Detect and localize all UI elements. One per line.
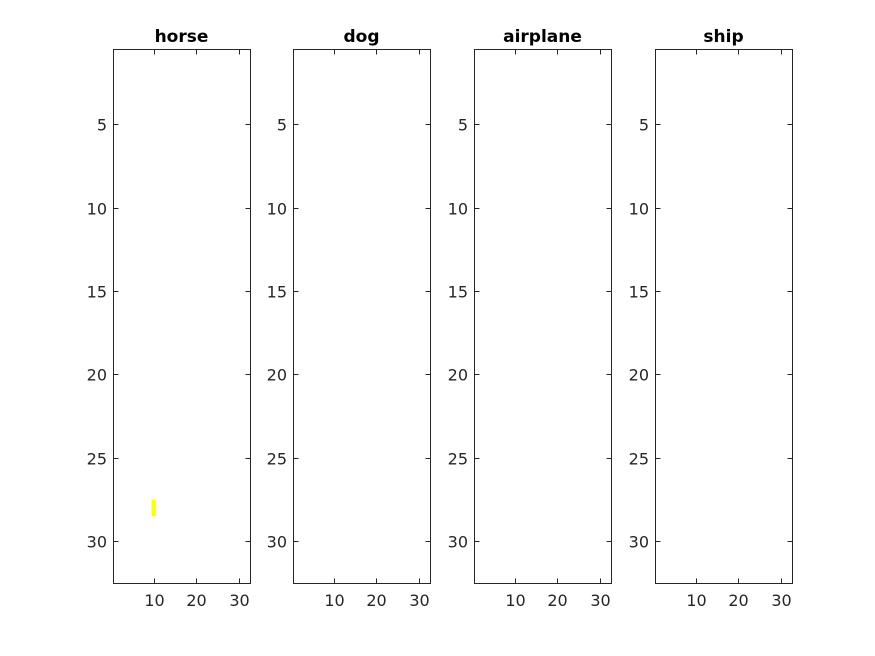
x-tick-label: 30 [771, 591, 791, 610]
subplot: horse 5 10 15 20 25 30 10 20 30 [87, 27, 251, 610]
y-tick-label: 10 [267, 200, 287, 219]
y-tick-label: 15 [87, 283, 107, 302]
x-tick-label: 30 [229, 591, 249, 610]
x-tick-label: 30 [409, 591, 429, 610]
y-tick-label: 15 [448, 283, 468, 302]
y-tick-label: 20 [629, 366, 649, 385]
y-tick-label: 20 [267, 366, 287, 385]
x-tick-label: 20 [728, 591, 748, 610]
y-tick-label: 25 [87, 450, 107, 469]
x-tick-label: 30 [590, 591, 610, 610]
y-tick-label: 5 [639, 116, 649, 135]
y-tick-label: 5 [458, 116, 468, 135]
y-tick-label: 5 [97, 116, 107, 135]
y-tick-label: 5 [277, 116, 287, 135]
y-tick-label: 30 [629, 533, 649, 552]
axes-frame [655, 49, 793, 584]
y-tick-label: 15 [629, 283, 649, 302]
subplot-title: horse [155, 27, 209, 47]
x-tick-label: 10 [324, 591, 344, 610]
subplot-title: ship [703, 27, 743, 47]
axes-frame [474, 49, 612, 584]
heatmap-cell [151, 499, 156, 517]
y-tick-label: 30 [448, 533, 468, 552]
subplot-title: dog [343, 27, 379, 47]
y-tick-label: 30 [267, 533, 287, 552]
x-tick-label: 20 [366, 591, 386, 610]
x-tick-label: 10 [144, 591, 164, 610]
x-tick-label: 10 [505, 591, 525, 610]
y-tick-label: 20 [448, 366, 468, 385]
x-tick-label: 10 [686, 591, 706, 610]
y-tick-label: 10 [87, 200, 107, 219]
y-tick-label: 10 [448, 200, 468, 219]
y-tick-label: 25 [267, 450, 287, 469]
subplot: dog 5 10 15 20 25 30 10 20 30 [267, 27, 431, 610]
y-tick-label: 15 [267, 283, 287, 302]
subplot-title: airplane [503, 27, 582, 47]
y-tick-label: 10 [629, 200, 649, 219]
y-tick-label: 30 [87, 533, 107, 552]
y-tick-label: 25 [448, 450, 468, 469]
y-tick-label: 20 [87, 366, 107, 385]
subplot: airplane 5 10 15 20 25 30 10 20 30 [448, 27, 612, 610]
x-tick-label: 20 [186, 591, 206, 610]
y-tick-label: 25 [629, 450, 649, 469]
axes-frame [113, 49, 251, 584]
x-tick-label: 20 [547, 591, 567, 610]
axes-frame [293, 49, 431, 584]
subplot: ship 5 10 15 20 25 30 10 20 30 [629, 27, 793, 610]
